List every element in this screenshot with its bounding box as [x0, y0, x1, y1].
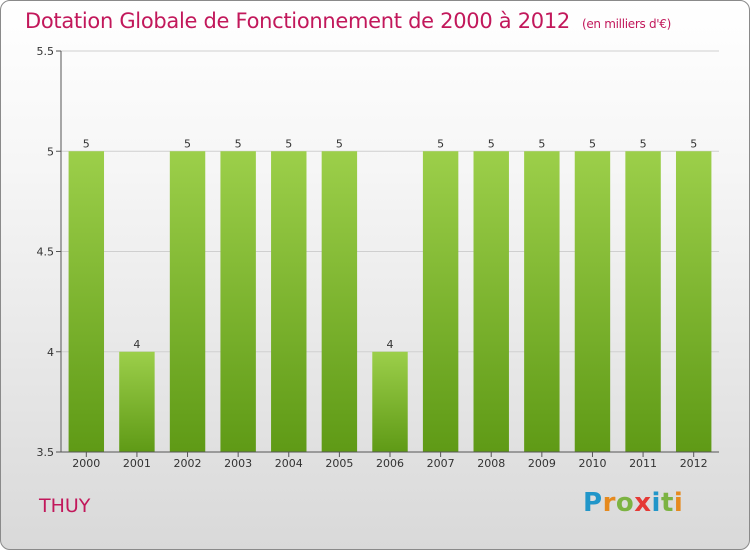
x-tick-label: 2000 [72, 457, 100, 470]
bar [220, 151, 256, 452]
data-label: 5 [285, 137, 292, 150]
data-label: 5 [235, 137, 242, 150]
data-label: 5 [589, 137, 596, 150]
logo-letter: i [651, 488, 661, 518]
proxiti-logo: Proxiti [583, 488, 683, 518]
bar [675, 151, 712, 452]
bar [574, 151, 611, 452]
bar [372, 351, 408, 452]
data-label: 5 [488, 137, 495, 150]
bar [524, 151, 560, 452]
x-tick-label: 2009 [528, 457, 556, 470]
bar [625, 151, 661, 452]
chart-title: Dotation Globale de Fonctionnement de 20… [25, 9, 671, 33]
commune-name: THUY [39, 495, 91, 517]
data-label: 5 [184, 137, 191, 150]
logo-letter: o [615, 488, 635, 518]
data-label: 4 [133, 338, 140, 351]
bar [119, 351, 155, 452]
x-tick-label: 2003 [224, 457, 252, 470]
x-tick-label: 2012 [680, 457, 708, 470]
x-tick-label: 2011 [629, 457, 657, 470]
y-tick-label: 3.5 [37, 446, 55, 459]
data-label: 5 [83, 137, 90, 150]
y-tick-label: 4.5 [37, 246, 55, 259]
chart-title-text: Dotation Globale de Fonctionnement de 20… [25, 9, 570, 33]
y-tick-label: 4 [47, 346, 54, 359]
x-tick-label: 2001 [123, 457, 151, 470]
bar [422, 151, 459, 452]
data-label: 5 [538, 137, 545, 150]
bar [169, 151, 206, 452]
x-tick-label: 2007 [427, 457, 455, 470]
x-tick-label: 2006 [376, 457, 404, 470]
data-label: 5 [336, 137, 343, 150]
data-label: 5 [690, 137, 697, 150]
logo-letter: P [583, 488, 603, 518]
logo-letter: i [673, 488, 684, 518]
logo-letter: x [634, 488, 652, 518]
x-tick-label: 2002 [174, 457, 202, 470]
bar [271, 151, 307, 452]
logo-letter: r [602, 488, 616, 518]
chart-subtitle: (en milliers d'€) [581, 17, 671, 31]
x-tick-label: 2004 [275, 457, 303, 470]
x-tick-label: 2010 [578, 457, 606, 470]
x-tick-label: 2008 [477, 457, 505, 470]
y-tick-label: 5.5 [37, 45, 55, 58]
data-label: 5 [640, 137, 647, 150]
x-tick-label: 2005 [325, 457, 353, 470]
bar [68, 151, 105, 452]
data-label: 5 [437, 137, 444, 150]
bar [473, 151, 509, 452]
logo-letter: t [660, 488, 674, 518]
data-label: 4 [387, 338, 394, 351]
y-tick-label: 5 [47, 145, 54, 158]
bar [321, 151, 358, 452]
